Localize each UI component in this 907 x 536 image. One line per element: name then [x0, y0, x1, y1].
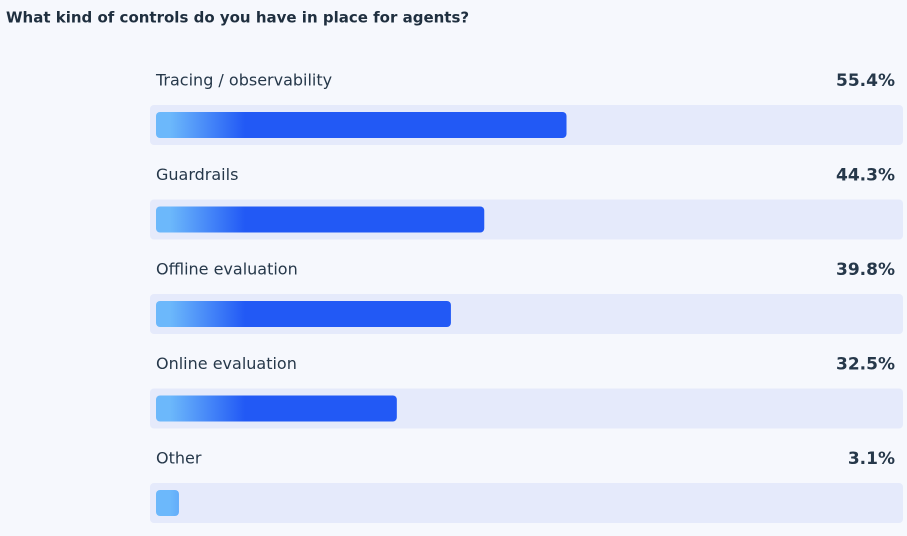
value-label: 39.8% — [836, 260, 895, 280]
bar — [156, 490, 179, 516]
value-label: 32.5% — [836, 355, 895, 375]
category-label: Other — [156, 449, 202, 468]
value-label: 44.3% — [836, 166, 895, 186]
category-label: Guardrails — [156, 165, 238, 184]
chart-title: What kind of controls do you have in pla… — [6, 9, 469, 27]
value-label: 55.4% — [836, 71, 895, 91]
value-label: 3.1% — [848, 449, 895, 469]
bar-track — [150, 483, 903, 523]
bar — [156, 112, 567, 138]
bar — [156, 206, 485, 233]
bar — [156, 395, 397, 422]
bar — [156, 301, 451, 327]
category-label: Offline evaluation — [156, 260, 298, 279]
category-label: Tracing / observability — [155, 71, 332, 90]
category-label: Online evaluation — [156, 354, 297, 373]
